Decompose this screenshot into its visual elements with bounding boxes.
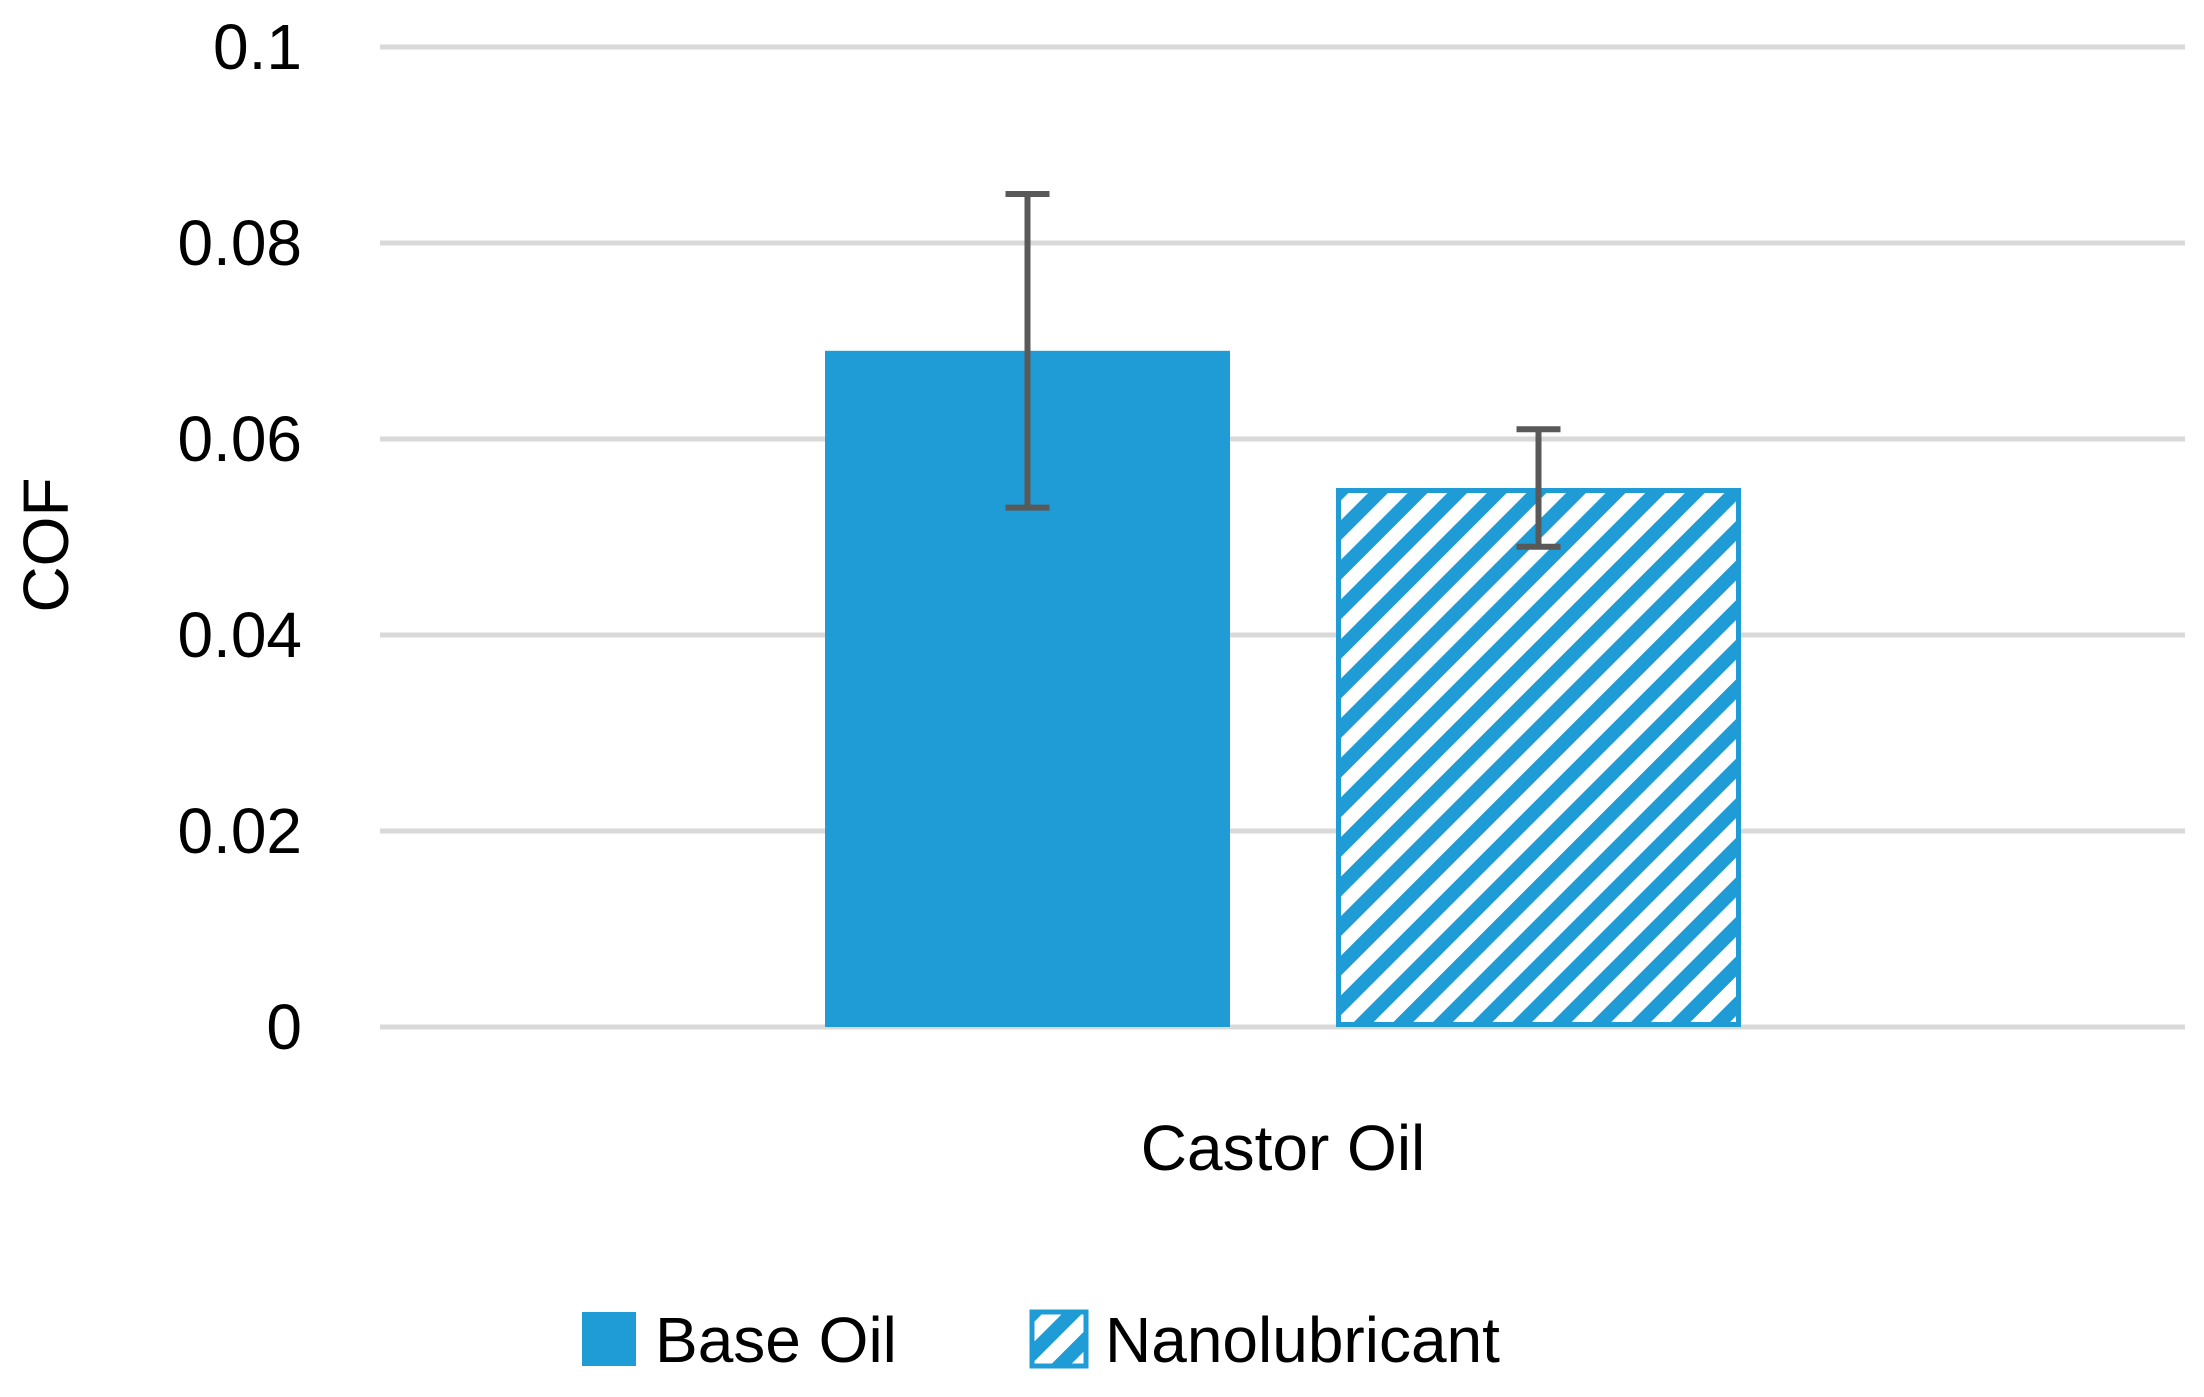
legend-swatch-base-oil xyxy=(582,1312,636,1366)
legend-swatch-nanolubricant xyxy=(1029,1309,1089,1369)
gridlines xyxy=(380,44,2185,1030)
legend-label-nanolubricant: Nanolubricant xyxy=(1105,1304,1500,1376)
y-tick-label: 0.06 xyxy=(177,403,302,475)
bars xyxy=(825,350,1741,1027)
legend: Base Oil Nanolubricant xyxy=(582,1304,1500,1376)
y-tick-label: 0 xyxy=(266,991,302,1063)
y-tick-label: 0.1 xyxy=(213,11,302,83)
y-tick-label: 0.04 xyxy=(177,599,302,671)
bar-nanolubricant xyxy=(1336,488,1741,1027)
legend-label-base-oil: Base Oil xyxy=(655,1304,897,1376)
y-axis-tick-labels: 0 0.02 0.04 0.06 0.08 0.1 xyxy=(177,11,302,1063)
error-bars xyxy=(1005,191,1561,550)
error-bar-base-oil xyxy=(1005,191,1050,511)
y-tick-label: 0.02 xyxy=(177,795,302,867)
x-category-label: Castor Oil xyxy=(1141,1112,1426,1184)
y-axis-label: COF xyxy=(10,477,82,612)
y-tick-label: 0.08 xyxy=(177,207,302,279)
error-bar-nanolubricant xyxy=(1516,426,1561,550)
